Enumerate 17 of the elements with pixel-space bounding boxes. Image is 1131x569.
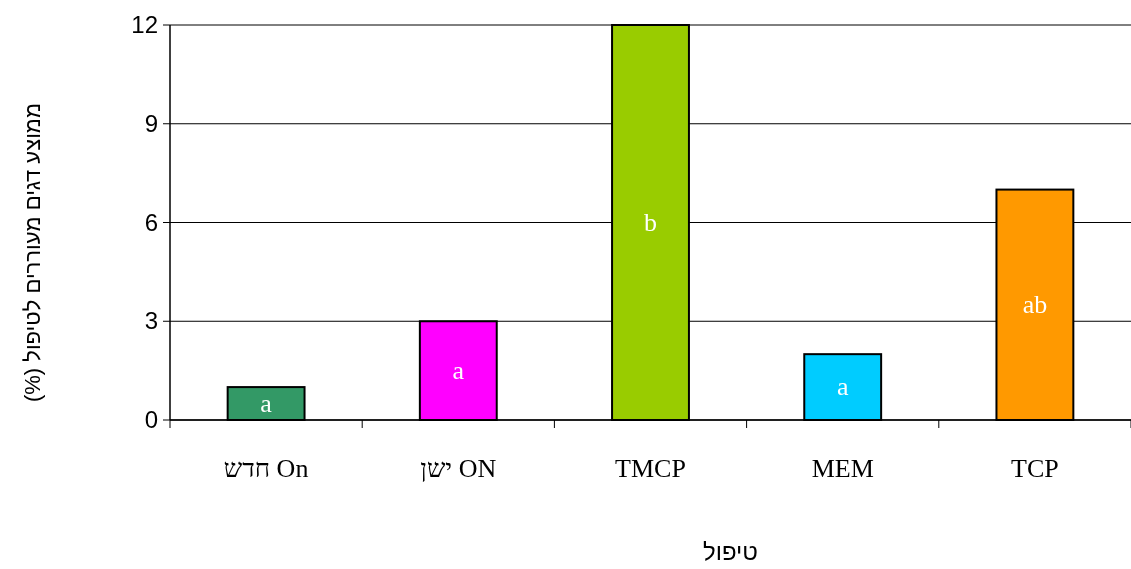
data-label: ab — [1022, 289, 1048, 319]
y-tick-label: 12 — [131, 11, 158, 38]
x-tick-label: TCP — [1011, 454, 1059, 483]
x-tick-label: חדש On — [223, 454, 309, 483]
x-tick-label: MEM — [811, 454, 874, 483]
data-label: a — [260, 388, 273, 418]
data-label: a — [452, 355, 465, 385]
y-tick-label: 6 — [144, 208, 158, 236]
x-tick-label: TMCP — [615, 454, 686, 483]
y-tick-label: 0 — [144, 406, 158, 433]
data-label: a — [836, 372, 849, 402]
y-tick-label: 3 — [144, 307, 158, 335]
x-tick-label: ישן ON — [420, 454, 497, 483]
data-label: b — [644, 207, 657, 237]
y-axis-title: ממוצע דגים מעוררים לטיפול (%) — [20, 102, 45, 403]
y-tick-label: 9 — [144, 109, 158, 137]
x-axis-title: טיפול — [702, 538, 759, 565]
